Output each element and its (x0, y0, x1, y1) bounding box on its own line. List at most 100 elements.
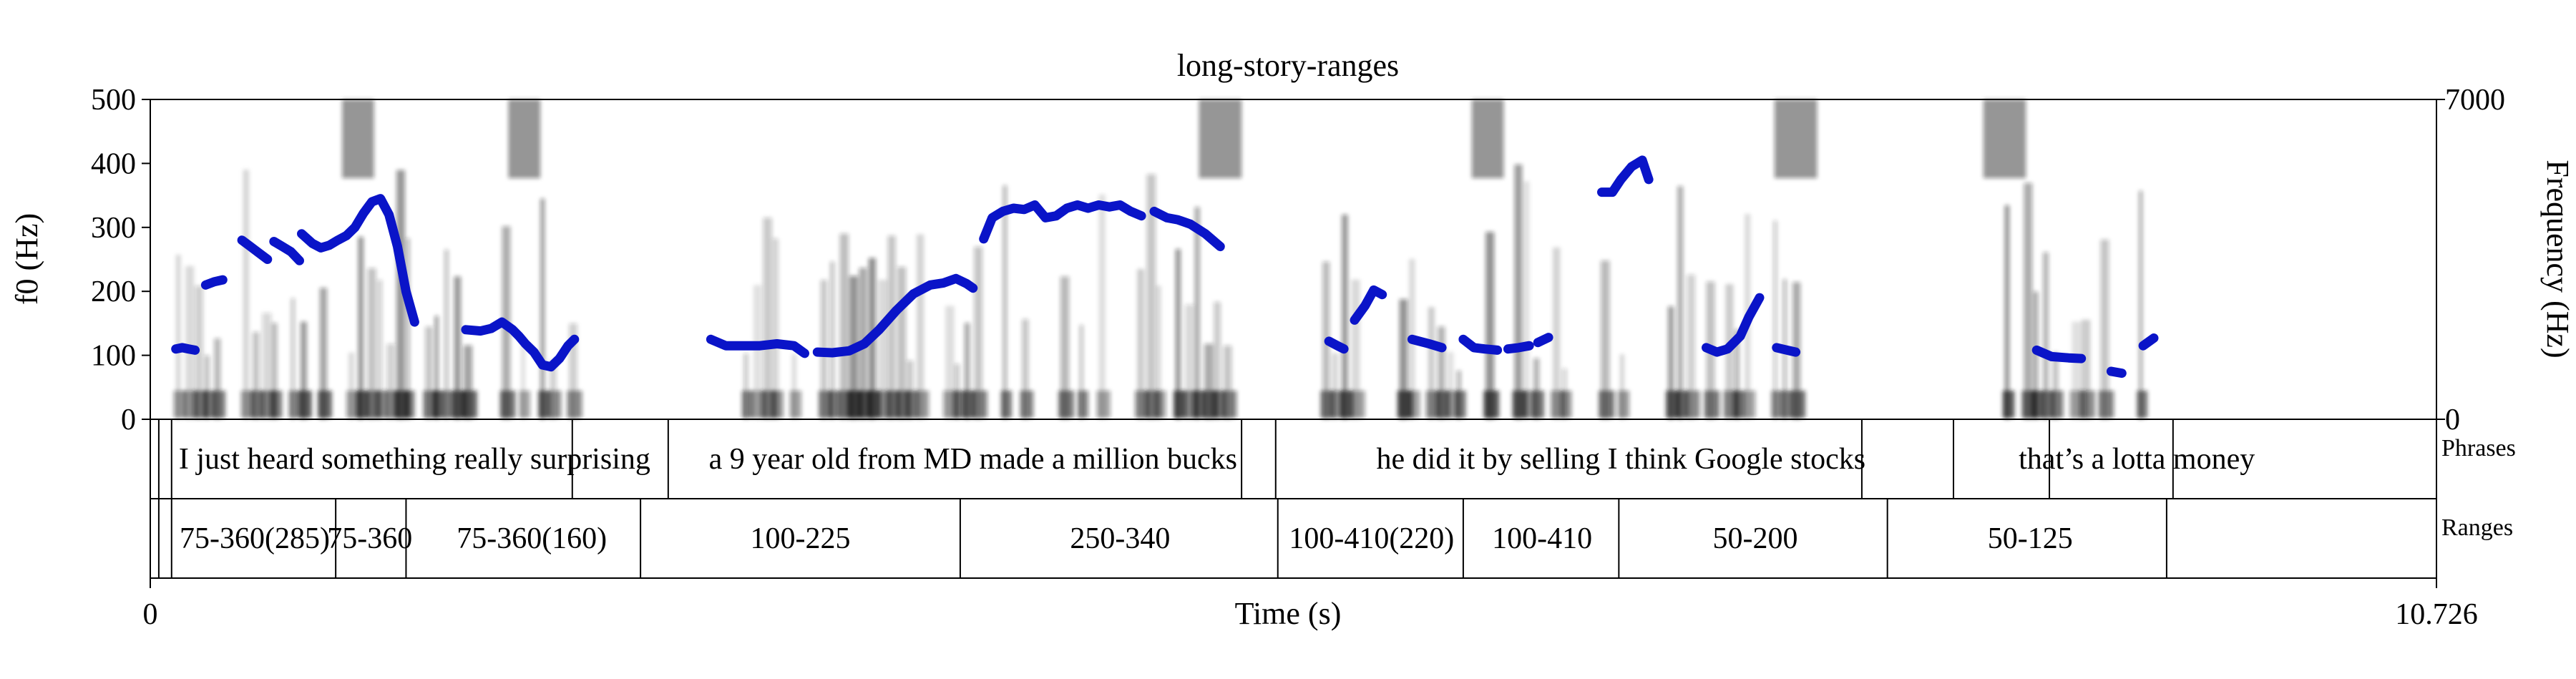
spectrogram-column (540, 198, 545, 419)
tier-interval-label: I just heard something really surprising (179, 443, 650, 476)
spectrogram-low-band (2079, 391, 2096, 418)
spectrogram-column (1619, 354, 1625, 419)
spectrogram-column (1735, 329, 1740, 419)
spectrogram-column (396, 170, 405, 420)
y-right-tick-label-min: 0 (2445, 404, 2460, 436)
spectrogram-column (2052, 352, 2059, 419)
spectrogram-column (1523, 181, 1530, 419)
spectrogram-column (916, 234, 924, 419)
spectrogram-fricative (342, 99, 374, 178)
spectrogram-column (2100, 239, 2109, 419)
pitch-segment-8 (812, 273, 978, 358)
spectrogram-column (830, 261, 835, 419)
spectrogram-low-band (1173, 391, 1186, 418)
pitch-segment-14 (1458, 334, 1503, 355)
axes: 0 100 200 300 400 500 (91, 84, 2445, 588)
spectrogram-column (204, 355, 210, 419)
spectrogram-column (444, 249, 449, 419)
spectrogram-low-band (1020, 391, 1034, 418)
spectrogram-column (348, 352, 355, 419)
pitch-segment-4 (269, 237, 304, 265)
spectrogram-low-band (2137, 391, 2148, 418)
spectrogram-column (907, 360, 914, 419)
spectrogram-column (2033, 291, 2039, 419)
pitch-segment-5 (297, 194, 419, 327)
spectrogram-low-band (1742, 391, 1756, 418)
spectrogram-column (974, 246, 982, 419)
spectrogram-column (252, 331, 260, 419)
pitch-segment-6 (461, 317, 580, 372)
spectrogram-low-band (404, 391, 415, 418)
spectrogram-column (1175, 249, 1181, 419)
x-tick-label-start: 0 (143, 598, 158, 631)
spectrogram-low-band (1521, 391, 1535, 418)
tier-interval-label: that’s a lotta money (2019, 443, 2255, 476)
spectrogram-column (839, 233, 849, 419)
spectrogram-low-band (1790, 391, 1806, 418)
spectrogram-low-band (1096, 391, 1111, 418)
pitch-segment-18 (1702, 293, 1765, 357)
pitch-segment-10 (1149, 206, 1225, 252)
spectrogram-low-band (2031, 391, 2044, 418)
y-left-tick-label: 0 (121, 404, 136, 436)
spectrogram-low-band (1000, 391, 1013, 418)
spectrogram (173, 99, 2148, 420)
spectrogram-column (291, 298, 296, 419)
spectrogram-fricative (1199, 99, 1242, 178)
spectrogram-low-band (288, 391, 301, 418)
tier-interval-label: 100-225 (751, 522, 851, 555)
spectrogram-low-band (499, 391, 516, 418)
y-left-tick-label: 300 (91, 212, 136, 245)
tier-interval-label: 50-200 (1712, 522, 1797, 555)
pitch-segment-12 (1350, 285, 1387, 325)
spectrogram-column (1438, 326, 1445, 419)
spectrogram-low-band (962, 391, 975, 418)
spectrogram-column (185, 265, 195, 419)
spectrogram-low-band (1058, 391, 1075, 418)
spectrogram-column (243, 170, 250, 419)
spectrogram-column (1098, 194, 1106, 419)
tier-interval-label: a 9 year old from MD made a million buck… (709, 443, 1237, 476)
spectrogram-low-band (1704, 391, 1720, 418)
spectrogram-column (1399, 299, 1408, 419)
spectrogram-low-band (356, 391, 369, 418)
spectrogram-column (878, 280, 888, 419)
spectrogram-column (358, 236, 364, 419)
chart-title: long-story-ranges (1177, 48, 1399, 83)
spectrogram-low-band (442, 391, 454, 418)
x-axis-label: Time (s) (1235, 596, 1342, 631)
pitch-segment-9 (979, 200, 1146, 244)
spectrogram-column (772, 238, 779, 419)
spectrogram-column (1553, 247, 1561, 419)
spectrogram-column (1687, 274, 1695, 419)
spectrogram-low-band (547, 391, 562, 418)
spectrogram-column (2004, 205, 2010, 419)
spectrogram-column (1079, 325, 1083, 419)
spectrogram-column (1156, 285, 1161, 419)
tier-interval-label: he did it by selling I think Google stoc… (1377, 443, 1866, 476)
plot-frame (150, 99, 2437, 420)
y-left-tick-label: 500 (91, 84, 136, 117)
spectrogram-column (1137, 268, 1145, 419)
spectrogram-low-band (2050, 391, 2064, 418)
spectrogram-column (214, 338, 221, 419)
spectrogram-column (1002, 185, 1008, 419)
annotation-tiers: I just heard something really surprising… (157, 419, 2255, 578)
spectrogram-low-band (461, 391, 478, 418)
pitch-segment-22 (2138, 333, 2159, 351)
spectrogram-column (434, 316, 439, 419)
pitch-segment-20 (2031, 345, 2087, 363)
spectrogram-low-band (1406, 391, 1420, 418)
tier-interval-label: 100-410(220) (1289, 522, 1454, 555)
spectrogram-low-band (2098, 391, 2114, 418)
spectrogram-fricative (1983, 99, 2026, 178)
spectrogram-column (887, 235, 896, 419)
spectrogram-low-band (2002, 391, 2015, 418)
y-right-tick-label-max: 7000 (2445, 84, 2505, 117)
spectrogram-column (1514, 164, 1523, 419)
y-left-tick-label: 400 (91, 147, 136, 180)
spectrogram-low-band (269, 391, 283, 418)
pitch-segment-17 (1597, 155, 1654, 197)
spectrogram-column (367, 268, 376, 419)
